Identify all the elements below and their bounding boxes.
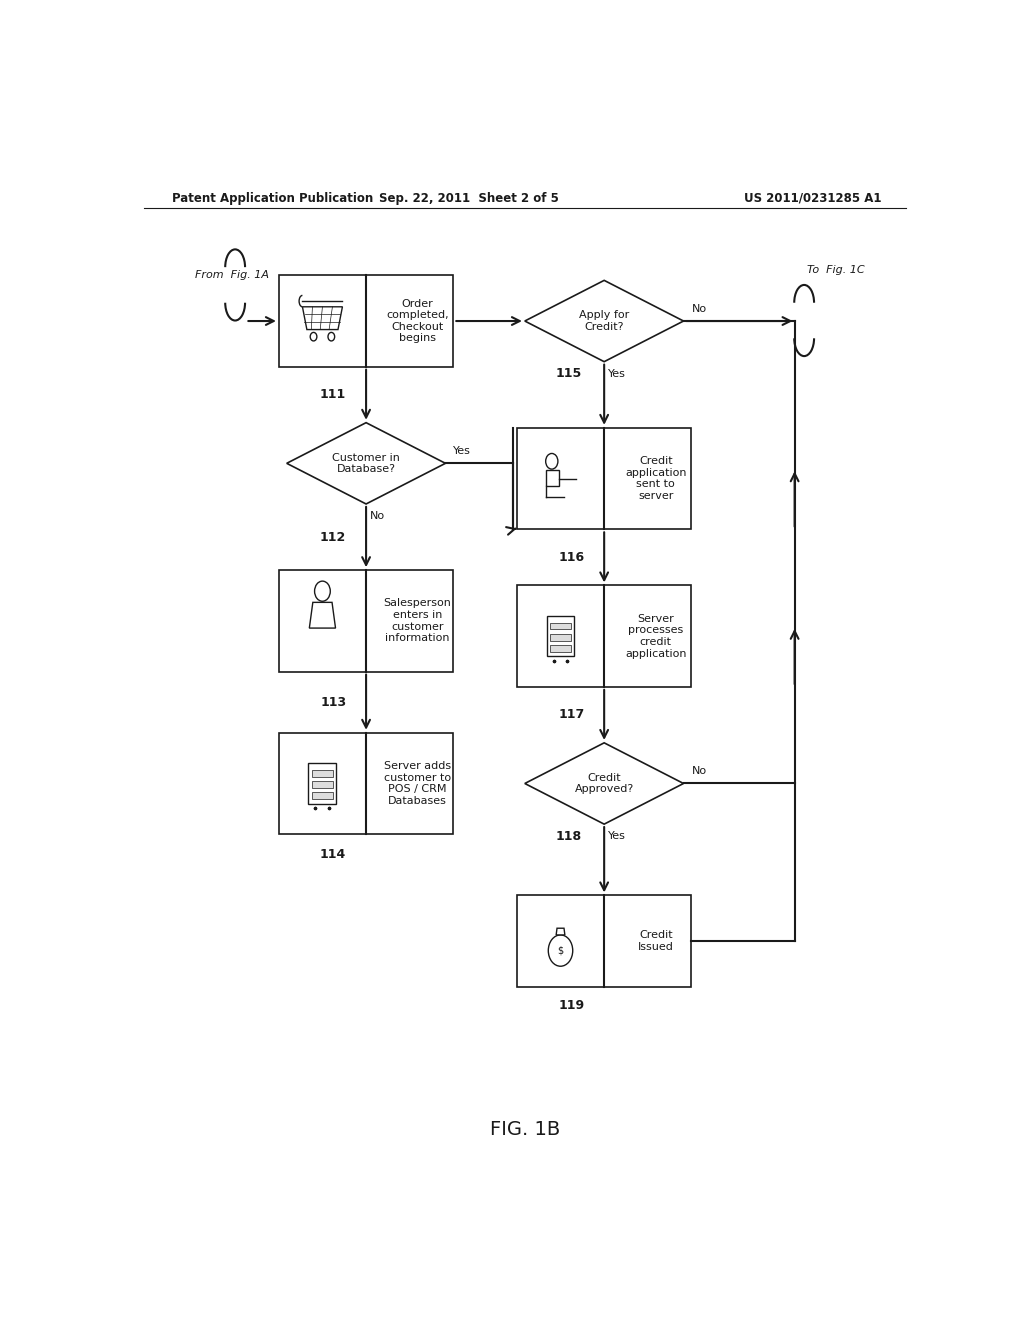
Circle shape: [548, 935, 572, 966]
Text: No: No: [370, 511, 385, 521]
Bar: [550, 634, 571, 640]
Bar: [312, 792, 333, 799]
Bar: [279, 570, 454, 672]
Text: 117: 117: [558, 709, 585, 721]
Text: 113: 113: [321, 696, 346, 709]
Text: Patent Application Publication: Patent Application Publication: [172, 191, 373, 205]
Circle shape: [546, 454, 558, 469]
Text: 115: 115: [556, 367, 582, 380]
Bar: [308, 763, 337, 804]
Text: Order
completed,
Checkout
begins: Order completed, Checkout begins: [386, 298, 449, 343]
Text: 111: 111: [319, 388, 346, 401]
Bar: [517, 585, 691, 686]
Text: US 2011/0231285 A1: US 2011/0231285 A1: [744, 191, 882, 205]
Circle shape: [328, 333, 335, 341]
Circle shape: [310, 333, 316, 341]
Polygon shape: [287, 422, 445, 504]
Text: Yes: Yes: [608, 832, 626, 841]
Text: Apply for
Credit?: Apply for Credit?: [579, 310, 630, 331]
Circle shape: [314, 581, 331, 601]
Text: 112: 112: [319, 531, 346, 544]
Text: Credit
Approved?: Credit Approved?: [574, 772, 634, 795]
Text: From  Fig. 1A: From Fig. 1A: [196, 271, 269, 280]
Polygon shape: [546, 470, 559, 486]
Polygon shape: [302, 306, 342, 330]
Text: Yes: Yes: [454, 446, 471, 457]
Text: 116: 116: [558, 550, 585, 564]
Text: 119: 119: [558, 998, 585, 1011]
Bar: [279, 733, 454, 834]
Text: Customer in
Database?: Customer in Database?: [332, 453, 400, 474]
Polygon shape: [524, 280, 684, 362]
Text: Sep. 22, 2011  Sheet 2 of 5: Sep. 22, 2011 Sheet 2 of 5: [379, 191, 559, 205]
Polygon shape: [524, 743, 684, 824]
Text: 118: 118: [556, 830, 582, 843]
Bar: [312, 781, 333, 788]
Bar: [279, 276, 454, 367]
Bar: [550, 623, 571, 630]
Text: No: No: [691, 767, 707, 776]
Text: Server
processes
credit
application: Server processes credit application: [625, 614, 686, 659]
Text: Salesperson
enters in
customer
information: Salesperson enters in customer informati…: [384, 598, 452, 643]
Text: Credit
Issued: Credit Issued: [638, 931, 674, 952]
Text: Server adds
customer to
POS / CRM
Databases: Server adds customer to POS / CRM Databa…: [384, 762, 452, 807]
Text: 114: 114: [319, 849, 346, 861]
Bar: [547, 616, 574, 656]
Text: No: No: [691, 304, 707, 314]
Polygon shape: [556, 928, 565, 935]
Polygon shape: [309, 602, 336, 628]
Text: Credit
application
sent to
server: Credit application sent to server: [625, 457, 686, 502]
Bar: [517, 895, 691, 987]
Bar: [550, 645, 571, 652]
Bar: [312, 770, 333, 776]
Text: To  Fig. 1C: To Fig. 1C: [807, 265, 864, 275]
Bar: [517, 428, 691, 529]
Text: Yes: Yes: [608, 368, 626, 379]
Text: $: $: [557, 945, 563, 956]
Text: FIG. 1B: FIG. 1B: [489, 1119, 560, 1139]
